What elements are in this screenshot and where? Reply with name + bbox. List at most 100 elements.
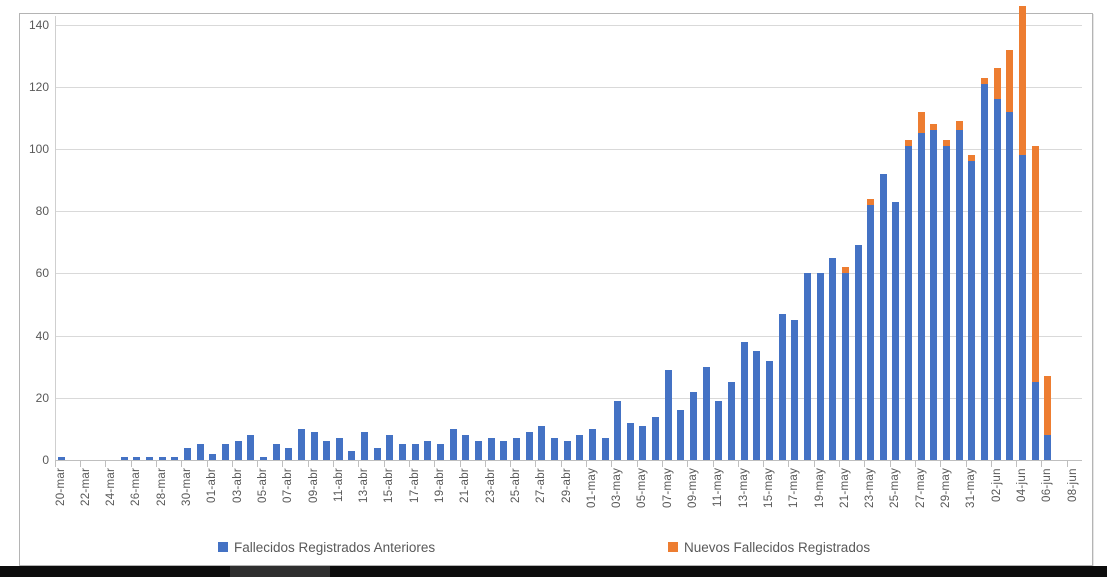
bar-fallecidos-anteriores [563, 441, 571, 460]
x-axis-tick [611, 461, 613, 467]
bar-nuevos-fallecidos [955, 121, 963, 131]
x-axis-tick [231, 461, 233, 467]
bar-fallecidos-anteriores [930, 130, 938, 460]
bar-fallecidos-anteriores [133, 456, 141, 460]
y-axis-label: 40 [35, 328, 49, 343]
x-axis-label: 29-abr [560, 468, 573, 504]
x-axis-label: 17-may [788, 468, 801, 509]
x-axis-label: 17-abr [408, 468, 421, 504]
bar-nuevos-fallecidos [905, 139, 913, 146]
x-axis-tick [737, 461, 739, 467]
bar-nuevos-fallecidos [1018, 5, 1026, 156]
x-axis-label: 08-jun [1066, 468, 1079, 502]
x-axis-tick [434, 461, 436, 467]
chart-container: 0 20 40 60 80 100 120 140 20-mar 22-mar 24-mar 26-m… [19, 5, 1093, 566]
bar-fallecidos-anteriores [209, 453, 217, 460]
gridline [55, 273, 1082, 275]
x-axis-tick [1066, 461, 1068, 467]
x-axis-label: 15-abr [383, 468, 396, 504]
bar-nuevos-fallecidos [1031, 145, 1039, 383]
x-axis-tick [510, 461, 512, 467]
x-axis-tick [257, 461, 259, 467]
x-axis-tick [358, 461, 360, 467]
x-axis-label: 07-may [661, 468, 674, 509]
x-axis-tick [788, 461, 790, 467]
bar-nuevos-fallecidos [867, 198, 875, 205]
x-axis-tick [130, 461, 132, 467]
bar-fallecidos-anteriores [57, 456, 65, 460]
y-axis-label: 20 [35, 390, 49, 405]
gridline [55, 335, 1082, 337]
gridline [55, 211, 1082, 213]
bar-fallecidos-anteriores [690, 391, 697, 460]
x-axis-tick [940, 461, 942, 467]
x-axis-label: 07-abr [282, 468, 295, 504]
x-axis-label: 11-may [712, 468, 725, 508]
bar-fallecidos-anteriores [361, 432, 369, 460]
bar-fallecidos-anteriores [677, 410, 685, 460]
x-axis-label: 09-may [687, 468, 699, 509]
bar-fallecidos-anteriores [791, 320, 799, 460]
x-axis-tick [889, 461, 891, 467]
x-axis-label: 13-may [737, 468, 750, 509]
bar-fallecidos-anteriores [146, 456, 154, 460]
bar-fallecidos-anteriores [259, 456, 267, 460]
bar-fallecidos-anteriores [753, 351, 761, 460]
legend-item-nuevos-fallecidos: Nuevos Fallecidos Registrados [668, 538, 870, 556]
bar-nuevos-fallecidos [930, 124, 938, 131]
x-axis-label: 19-abr [434, 468, 446, 504]
gridline [55, 86, 1082, 88]
bar-fallecidos-anteriores [512, 438, 520, 460]
bar-fallecidos-anteriores [968, 161, 976, 460]
y-axis-label: 0 [42, 453, 49, 467]
bar-fallecidos-anteriores [905, 145, 913, 460]
bar-fallecidos-anteriores [323, 441, 331, 460]
legend-swatch-orange-icon [668, 542, 678, 552]
bar-fallecidos-anteriores [474, 441, 482, 460]
x-axis-label: 02-jun [990, 468, 1003, 502]
bar-fallecidos-anteriores [399, 444, 407, 460]
x-axis-tick [661, 461, 663, 467]
bar-fallecidos-anteriores [310, 432, 318, 460]
bar-fallecidos-anteriores [272, 444, 280, 460]
x-axis-tick [484, 461, 486, 467]
bar-fallecidos-anteriores [1031, 382, 1039, 461]
legend-swatch-blue-icon [218, 542, 228, 552]
bar-fallecidos-anteriores [348, 450, 356, 460]
x-axis-label: 27-may [914, 468, 927, 509]
x-axis-label: 21-abr [459, 468, 472, 504]
x-axis-label: 05-abr [256, 468, 269, 504]
x-axis-label: 25-may [889, 468, 902, 509]
legend-label-fallecidos-anteriores: Fallecidos Registrados Anteriores [234, 539, 436, 555]
x-axis-tick [181, 461, 183, 467]
bar-fallecidos-anteriores [715, 400, 723, 460]
x-axis-label: 25-abr [509, 468, 522, 504]
bar-fallecidos-anteriores [538, 425, 546, 460]
bar-fallecidos-anteriores [943, 145, 950, 460]
x-axis-label: 05-may [636, 468, 649, 509]
bar-fallecidos-anteriores [297, 428, 305, 460]
x-axis-label: 28-mar [155, 468, 168, 507]
bar-fallecidos-anteriores [867, 205, 875, 460]
bar-fallecidos-anteriores [765, 360, 773, 460]
x-axis-tick [586, 461, 587, 467]
bar-nuevos-fallecidos [1006, 49, 1014, 112]
x-axis-tick [282, 461, 284, 467]
x-axis-tick [307, 461, 309, 467]
x-axis-label: 01-may [585, 468, 598, 509]
x-axis-tick [206, 461, 208, 467]
x-axis-tick [712, 461, 714, 467]
x-axis-label: 04-jun [1015, 468, 1028, 502]
bar-fallecidos-anteriores [626, 422, 634, 460]
x-axis-tick [813, 461, 815, 467]
bar-fallecidos-anteriores [588, 428, 596, 460]
x-axis-label: 30-mar [181, 468, 193, 507]
x-axis-tick [105, 461, 107, 467]
x-axis-tick [383, 461, 385, 467]
x-axis-tick [1041, 461, 1043, 467]
legend-label-nuevos-fallecidos: Nuevos Fallecidos Registrados [684, 539, 871, 555]
y-axis-label: 80 [35, 204, 49, 219]
bar-fallecidos-anteriores [981, 83, 988, 460]
bar-fallecidos-anteriores [120, 456, 128, 460]
y-axis-line [55, 16, 56, 460]
